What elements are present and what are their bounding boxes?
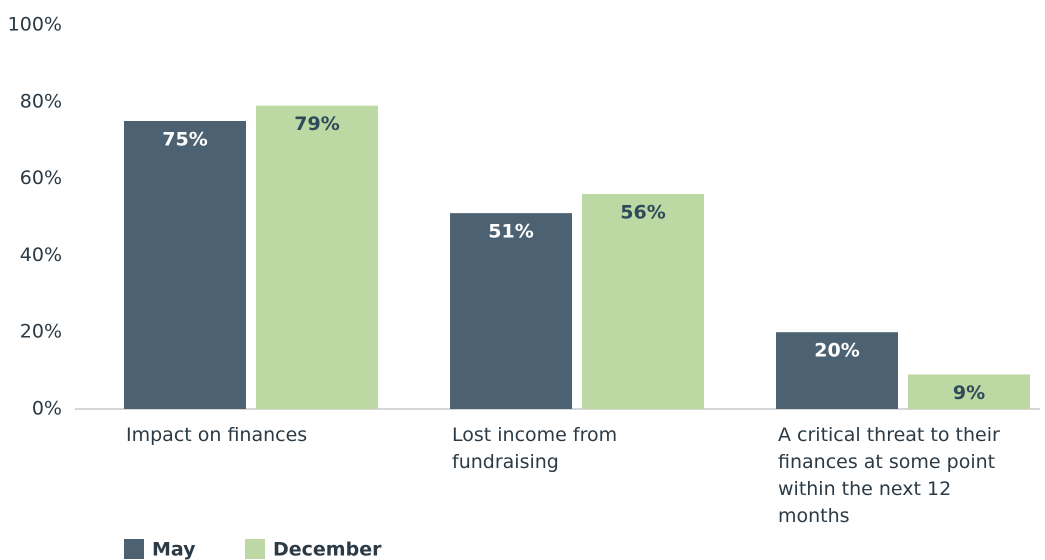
bar [776,332,898,409]
legend-swatch [245,539,265,559]
y-tick-label: 60% [20,167,62,189]
data-label: 20% [814,340,859,362]
legend-swatch [124,539,144,559]
data-label: 79% [294,113,339,135]
bar [908,374,1030,409]
y-tick-label: 20% [20,321,62,343]
x-tick-label: A critical threat to their finances at s… [778,424,1000,527]
y-tick-label: 0% [32,398,62,420]
data-label: 9% [953,382,985,404]
data-label: 51% [488,221,533,243]
y-tick-label: 80% [20,90,62,112]
bar [450,213,572,409]
y-tick-label: 100% [8,14,62,36]
bar [124,121,246,409]
y-tick-label: 40% [20,244,62,266]
x-tick-label: Impact on finances [126,424,308,446]
data-label: 75% [162,129,207,151]
x-tick-label: Lost income from fundraising [452,424,618,473]
bar [582,193,704,409]
data-label: 56% [620,201,665,223]
legend-label: December [273,539,382,560]
bar [256,105,378,409]
legend-label: May [152,539,196,560]
